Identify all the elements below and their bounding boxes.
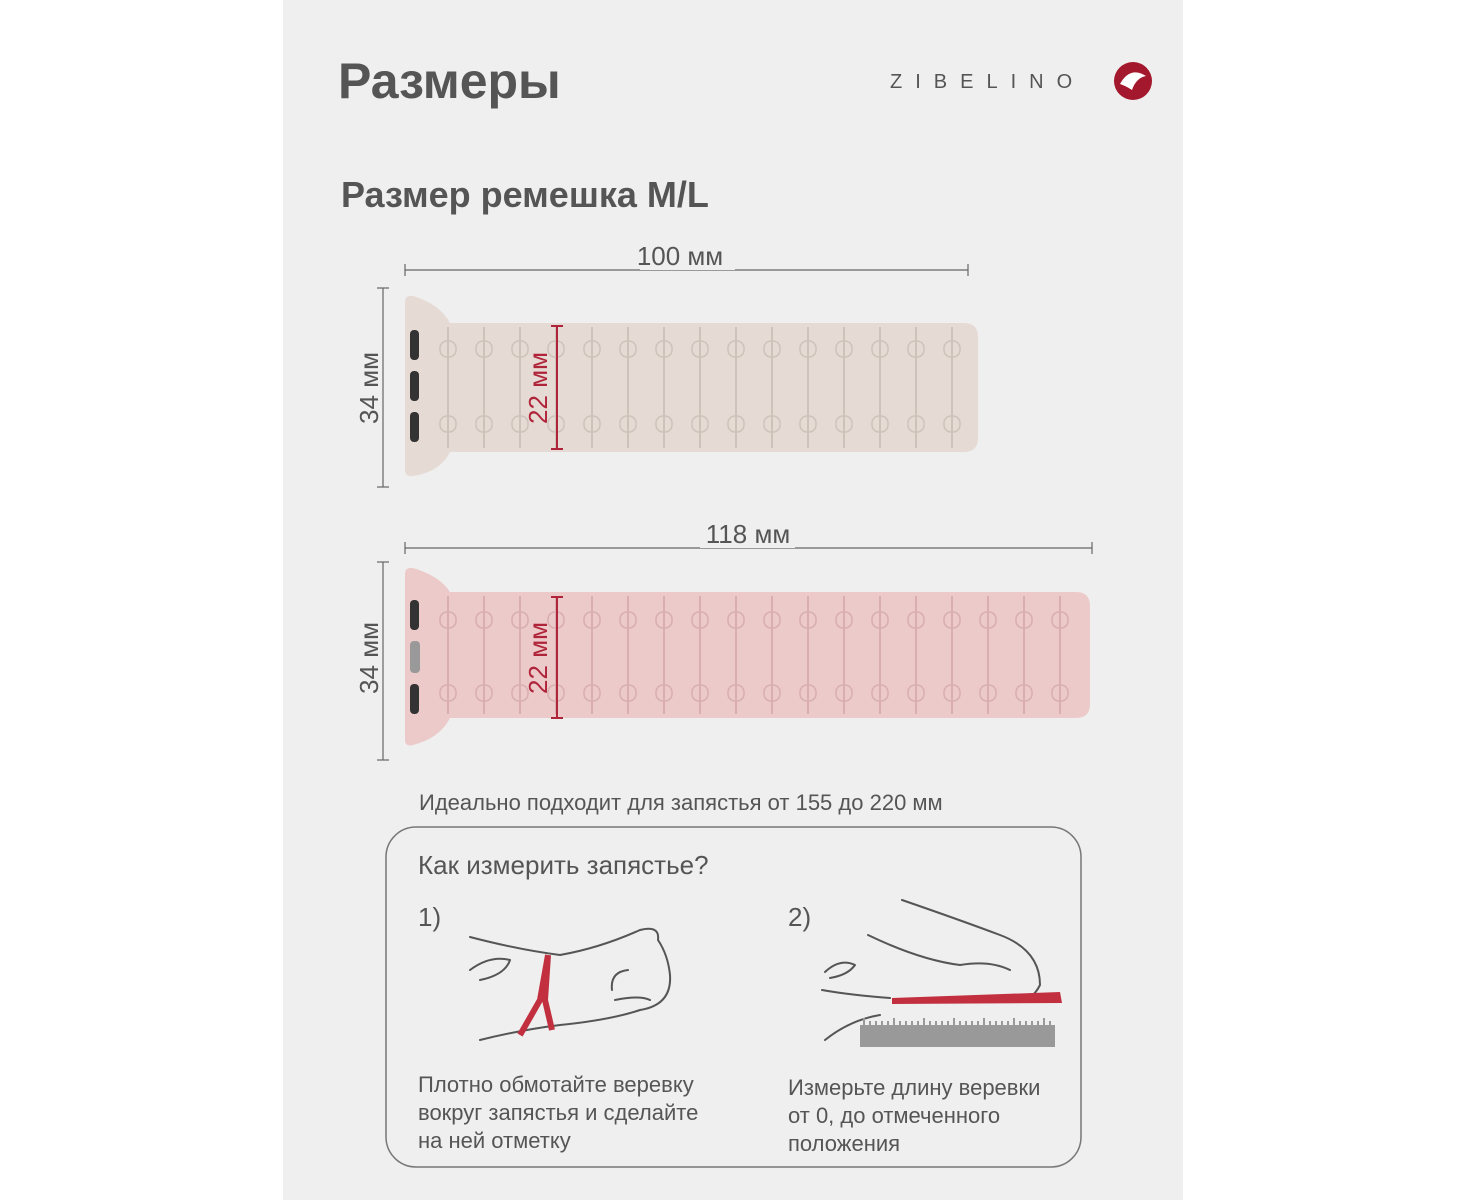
step-text: Измерьте длину веревки от 0, до отмеченно… <box>788 1075 1040 1156</box>
decor <box>583 684 601 702</box>
decor <box>619 684 637 702</box>
howto-title: Как измерить запястье? <box>418 850 709 880</box>
strap <box>377 518 1093 761</box>
decor <box>511 340 529 358</box>
decor <box>475 415 493 433</box>
decor <box>763 611 781 629</box>
decor <box>1015 684 1033 702</box>
decor <box>799 684 817 702</box>
section-title: Размер ремешка M/L <box>341 174 709 215</box>
step-text: Плотно обмотайте веревку вокруг запястья … <box>418 1072 698 1153</box>
decor <box>799 611 817 629</box>
decor <box>871 684 889 702</box>
decor <box>727 611 745 629</box>
inner-label: 22 мм <box>523 352 553 424</box>
length-label: 100 мм <box>637 241 723 271</box>
decor <box>439 415 457 433</box>
decor <box>511 684 529 702</box>
decor <box>871 611 889 629</box>
text-line: вокруг запястья и сделайте <box>418 1100 698 1125</box>
decor <box>655 340 673 358</box>
decor <box>619 415 637 433</box>
decor <box>727 340 745 358</box>
decor <box>691 611 709 629</box>
text-line: Плотно обмотайте веревку <box>418 1072 694 1097</box>
decor <box>691 415 709 433</box>
decor <box>619 611 637 629</box>
strap <box>377 240 978 488</box>
step-number: 2) <box>788 902 811 932</box>
howto-box <box>385 826 1082 1168</box>
decor <box>943 684 961 702</box>
decor <box>727 415 745 433</box>
decor <box>583 340 601 358</box>
decor <box>943 415 961 433</box>
decor <box>907 684 925 702</box>
decor <box>979 684 997 702</box>
length-label: 118 мм <box>706 519 790 549</box>
decor <box>691 340 709 358</box>
step-number: 1) <box>418 902 441 932</box>
decor <box>475 611 493 629</box>
decor <box>691 684 709 702</box>
text-line: Измерьте длину веревки <box>788 1075 1040 1100</box>
decor <box>943 611 961 629</box>
decor <box>835 684 853 702</box>
decor <box>907 611 925 629</box>
decor <box>1051 684 1069 702</box>
text-line: положения <box>788 1131 900 1156</box>
decor <box>439 340 457 358</box>
decor <box>871 340 889 358</box>
decor <box>475 340 493 358</box>
fit-note: Идеально подходит для запястья от 155 до… <box>419 790 943 815</box>
decor <box>763 684 781 702</box>
illustration-measure <box>821 899 1062 1047</box>
decor <box>799 415 817 433</box>
decor <box>835 415 853 433</box>
decor <box>907 415 925 433</box>
decor <box>1051 611 1069 629</box>
decor <box>727 684 745 702</box>
decor <box>583 611 601 629</box>
decor <box>655 611 673 629</box>
decor <box>619 340 637 358</box>
decor <box>511 415 529 433</box>
brand: ZIBELINO <box>890 71 1085 93</box>
decor <box>655 684 673 702</box>
text-line: от 0, до отмеченного <box>788 1103 1000 1128</box>
decor <box>835 340 853 358</box>
decor <box>511 611 529 629</box>
decor <box>943 340 961 358</box>
illustration-wrist <box>469 927 672 1041</box>
inner-label: 22 мм <box>523 622 553 694</box>
decor <box>1015 611 1033 629</box>
width-label: 34 мм <box>354 352 384 424</box>
decor <box>835 611 853 629</box>
title: Размеры <box>338 53 561 109</box>
logo <box>1114 62 1152 100</box>
decor <box>907 340 925 358</box>
decor <box>439 684 457 702</box>
width-label: 34 мм <box>354 622 384 694</box>
decor <box>583 415 601 433</box>
decor <box>799 340 817 358</box>
text-line: на ней отметку <box>418 1128 571 1153</box>
decor <box>763 340 781 358</box>
decor <box>475 684 493 702</box>
decor <box>655 415 673 433</box>
decor <box>763 415 781 433</box>
decor <box>871 415 889 433</box>
decor <box>979 611 997 629</box>
decor <box>439 611 457 629</box>
